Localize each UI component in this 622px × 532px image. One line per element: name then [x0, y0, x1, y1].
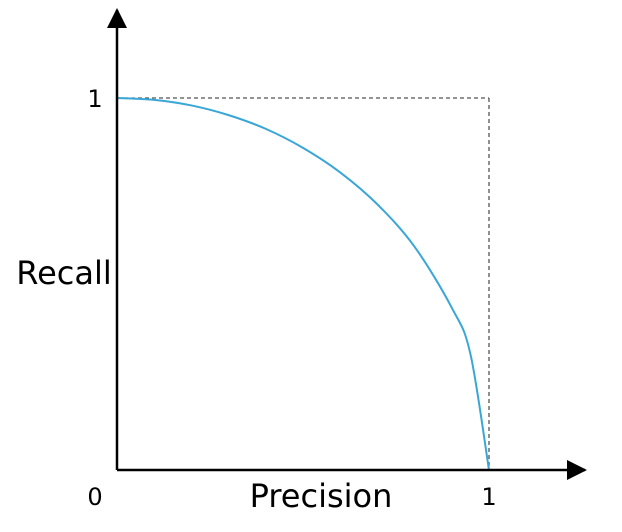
series-line-0 [116, 97, 490, 471]
x-axis-label: Precision [250, 477, 393, 515]
y-axis-label: Recall [16, 254, 111, 292]
x-tick-label-1: 1 [481, 483, 496, 511]
series-layer [116, 97, 490, 471]
reference-lines [117, 97, 490, 470]
x-tick-label-0: 0 [87, 483, 102, 511]
y-tick-label-1: 1 [87, 85, 102, 113]
